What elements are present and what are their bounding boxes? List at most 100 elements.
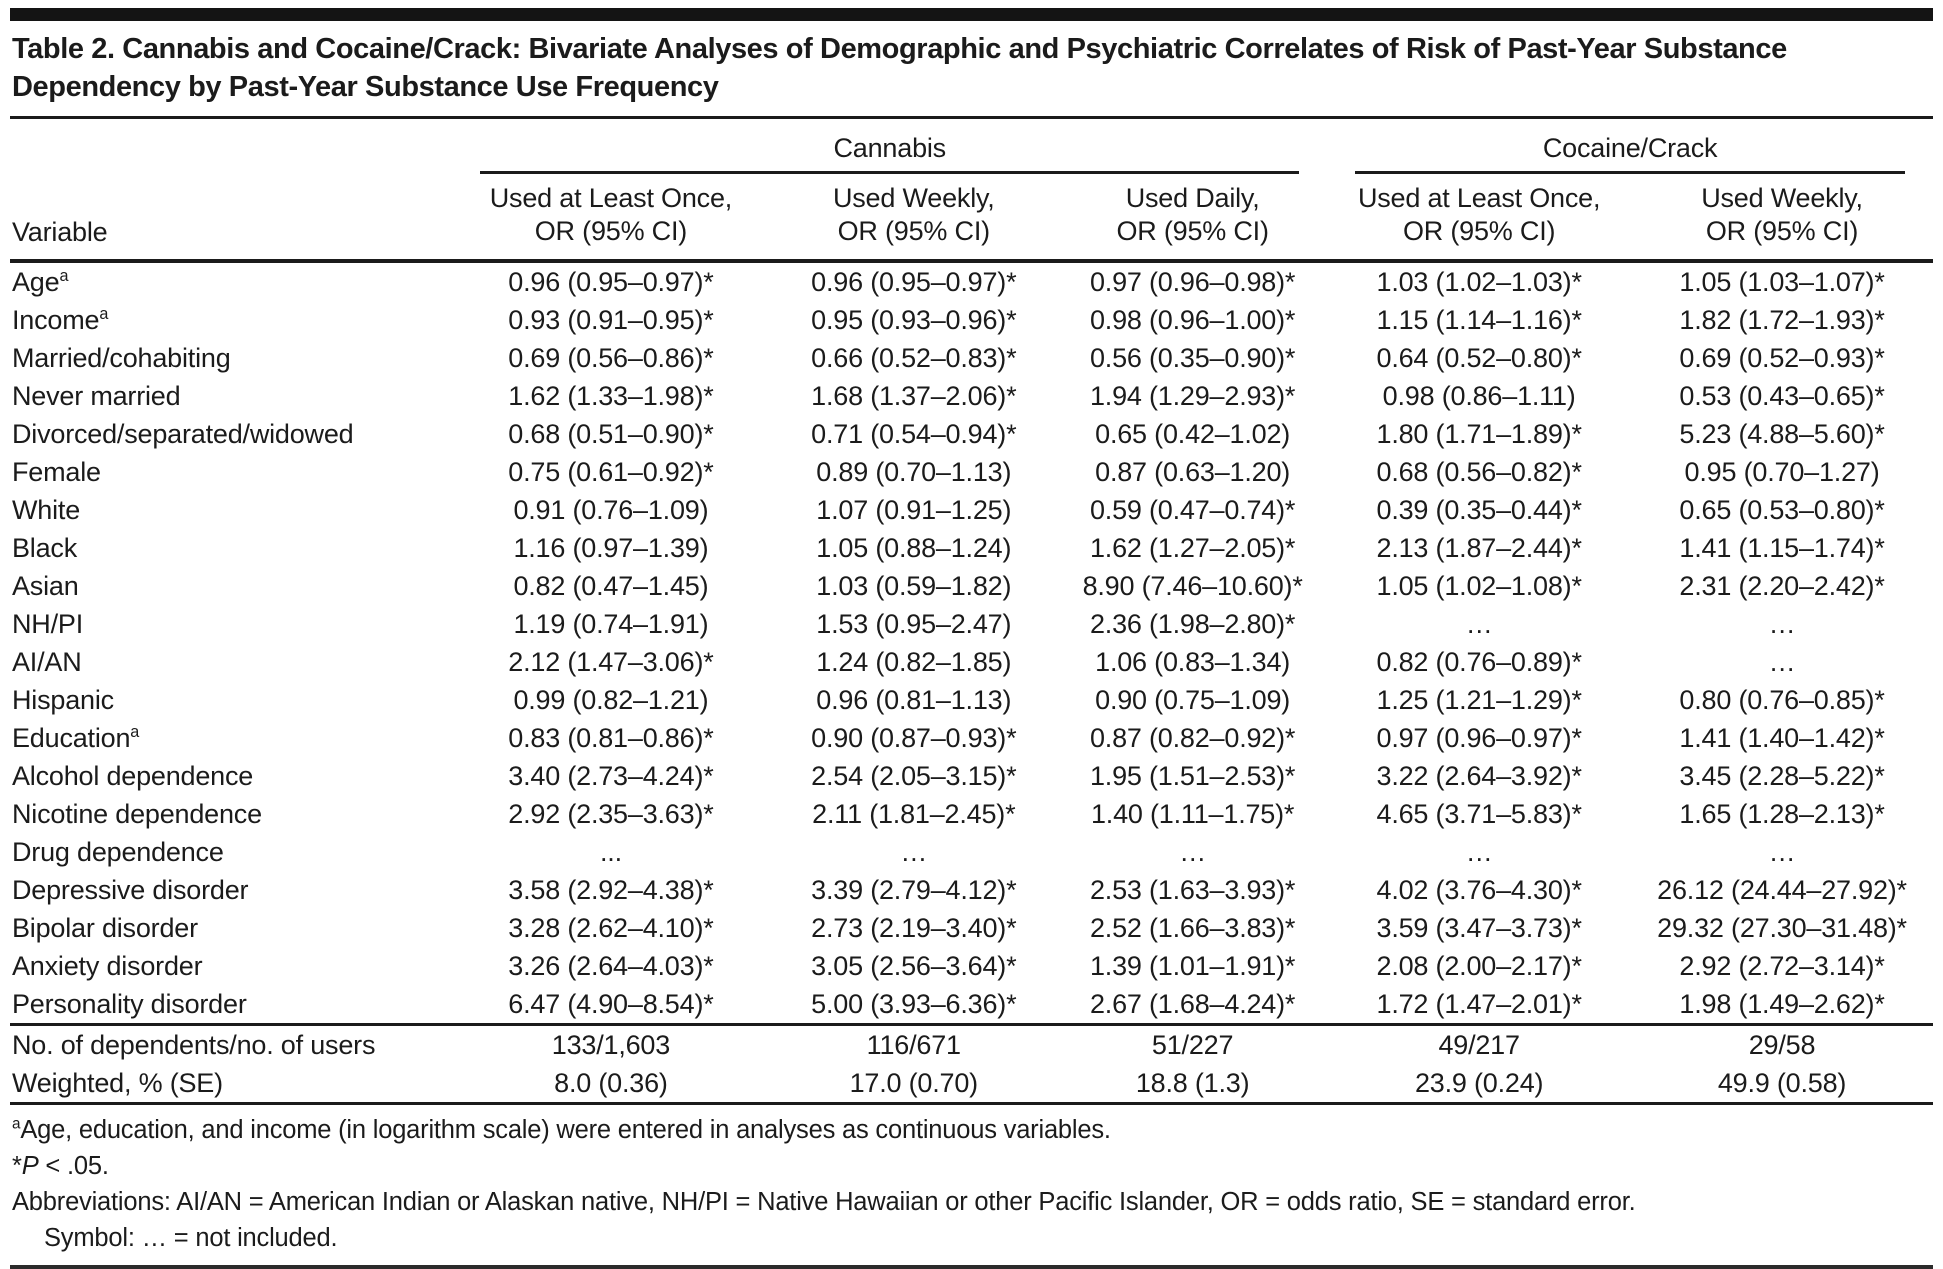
- footnote-p-asterisk: *: [12, 1152, 22, 1180]
- variable-label: Drug dependence: [12, 837, 224, 867]
- group-header-cannabis: Cannabis: [452, 119, 1327, 174]
- variable-label: Never married: [12, 381, 181, 411]
- value-cell: 2.53 (1.63–3.93)*: [1089, 875, 1296, 905]
- value-cell: 3.26 (2.64–4.03)*: [508, 951, 714, 981]
- value-cell: 0.96 (0.95–0.97)*: [508, 267, 714, 297]
- value-cell: 0.53 (0.43–0.65)*: [1679, 381, 1885, 411]
- value-cell: 29/58: [1631, 1023, 1933, 1064]
- value-cell: 3.59 (3.47–3.73)*: [1376, 913, 1582, 943]
- value-cell: 1.62 (1.33–1.98)*: [508, 381, 714, 411]
- value-cell: 5.23 (4.88–5.60)*: [1679, 419, 1885, 449]
- value-cell: 1.03 (0.59–1.82): [816, 571, 1012, 601]
- value-cell: 51/227: [1058, 1023, 1328, 1064]
- value-cell: 3.58 (2.92–4.38)*: [508, 875, 714, 905]
- table-row: Married/cohabiting 0.69 (0.56–0.86)* 0.66 …: [10, 339, 1933, 377]
- footnote-marker: a: [59, 267, 69, 285]
- value-cell: 0.66 (0.52–0.83)*: [811, 343, 1017, 373]
- value-cell: 1.41 (1.40–1.42)*: [1679, 723, 1885, 753]
- value-cell: 3.05 (2.56–3.64)*: [811, 951, 1017, 981]
- value-cell: …: [900, 837, 928, 867]
- value-cell: 1.82 (1.72–1.93)*: [1679, 305, 1885, 335]
- value-cell: 1.15 (1.14–1.16)*: [1376, 305, 1582, 335]
- value-cell: 1.03 (1.02–1.03)*: [1376, 267, 1582, 297]
- value-cell: 4.02 (3.76–4.30)*: [1376, 875, 1582, 905]
- value-cell: 0.96 (0.81–1.13): [816, 685, 1012, 715]
- column-header-row: Variable Used at Least Once, OR (95% CI)…: [10, 174, 1933, 263]
- table-title: Table 2. Cannabis and Cocaine/Crack: Biv…: [10, 21, 1933, 119]
- value-cell: 0.82 (0.47–1.45): [513, 571, 709, 601]
- table-row: Alcohol dependence 3.40 (2.73–4.24)* 2.54 …: [10, 757, 1933, 795]
- group-label: Cannabis: [480, 133, 1300, 174]
- column-header: Used Weekly, OR (95% CI): [769, 174, 1058, 263]
- variable-label: Bipolar disorder: [12, 913, 198, 943]
- footnote-marker: a: [130, 723, 140, 741]
- value-cell: 2.92 (2.35–3.63)*: [508, 799, 714, 829]
- value-cell: 2.11 (1.81–2.45)*: [812, 799, 1016, 829]
- footnote-p-symbol: P: [21, 1152, 39, 1180]
- value-cell: 0.83 (0.81–0.86)*: [508, 723, 714, 753]
- value-cell: 3.39 (2.79–4.12)*: [811, 875, 1017, 905]
- table-row: Anxiety disorder 3.26 (2.64–4.03)* 3.05 (2…: [10, 947, 1933, 985]
- value-cell: 1.25 (1.21–1.29)*: [1376, 685, 1582, 715]
- table-row: No. of dependents/no. of users 133/1,603 1…: [10, 1023, 1933, 1064]
- value-cell: 3.40 (2.73–4.24)*: [508, 761, 714, 791]
- value-cell: 49/217: [1327, 1023, 1632, 1064]
- value-cell: ...: [599, 837, 622, 867]
- group-label: Cocaine/Crack: [1355, 133, 1905, 174]
- data-table: Cannabis Cocaine/Crack Variable Used at …: [10, 119, 1933, 1105]
- value-cell: 1.05 (1.03–1.07)*: [1679, 267, 1885, 297]
- table-row: White 0.91 (0.76–1.09) 1.07 (0.91–1.25) 0.5…: [10, 491, 1933, 529]
- table-top-rule: [10, 8, 1933, 21]
- variable-label: Female: [12, 457, 101, 487]
- value-cell: 1.05 (0.88–1.24): [816, 533, 1012, 563]
- table-row: Hispanic 0.99 (0.82–1.21) 0.96 (0.81–1.13)…: [10, 681, 1933, 719]
- value-cell: 0.97 (0.96–0.97)*: [1376, 723, 1582, 753]
- value-cell: 23.9 (0.24): [1327, 1064, 1632, 1105]
- footnote-a-marker: a: [12, 1115, 21, 1133]
- table-body: Agea 0.96 (0.95–0.97)* 0.96 (0.95–0.97)* 0.…: [10, 261, 1933, 1025]
- value-cell: 8.0 (0.36): [452, 1064, 770, 1105]
- table-row: Black 1.16 (0.97–1.39) 1.05 (0.88–1.24) 1.6…: [10, 529, 1933, 567]
- value-cell: 49.9 (0.58): [1631, 1064, 1933, 1105]
- column-header-line1: Used Weekly,: [832, 183, 995, 213]
- variable-label: No. of dependents/no. of users: [10, 1023, 453, 1064]
- value-cell: 1.62 (1.27–2.05)*: [1089, 533, 1296, 563]
- value-cell: 1.41 (1.15–1.74)*: [1679, 533, 1885, 563]
- group-header-cocaine-crack: Cocaine/Crack: [1327, 119, 1933, 174]
- value-cell: 0.69 (0.56–0.86)*: [508, 343, 714, 373]
- value-cell: …: [1465, 609, 1493, 639]
- value-cell: 0.87 (0.82–0.92)*: [1089, 723, 1296, 753]
- value-cell: 26.12 (24.44–27.92)*: [1657, 875, 1907, 905]
- footnote-p-threshold: < .05.: [38, 1152, 109, 1180]
- variable-label: Incomea: [12, 305, 109, 335]
- value-cell: 133/1,603: [452, 1023, 770, 1064]
- value-cell: 1.24 (0.82–1.85): [816, 647, 1012, 677]
- table-row: Nicotine dependence 2.92 (2.35–3.63)* 2.11…: [10, 795, 1933, 833]
- variable-label: Anxiety disorder: [12, 951, 203, 981]
- value-cell: 0.90 (0.75–1.09): [1095, 685, 1291, 715]
- value-cell: 0.93 (0.91–0.95)*: [508, 305, 714, 335]
- value-cell: 0.65 (0.42–1.02): [1095, 419, 1291, 449]
- variable-label: Weighted, % (SE): [10, 1064, 453, 1105]
- value-cell: 1.72 (1.47–2.01)*: [1376, 989, 1582, 1019]
- value-cell: 3.28 (2.62–4.10)*: [508, 913, 714, 943]
- variable-label: NH/PI: [12, 609, 84, 639]
- column-header-line1: Used at Least Once,: [489, 183, 733, 213]
- column-header-line2: OR (95% CI): [1402, 216, 1556, 246]
- variable-label: Nicotine dependence: [12, 799, 262, 829]
- group-header-spacer: [10, 119, 452, 174]
- value-cell: 2.92 (2.72–3.14)*: [1679, 951, 1885, 981]
- table-row: Never married 1.62 (1.33–1.98)* 1.68 (1.37…: [10, 377, 1933, 415]
- value-cell: 0.68 (0.56–0.82)*: [1376, 457, 1582, 487]
- column-header: Used at Least Once, OR (95% CI): [452, 174, 770, 263]
- value-cell: 0.56 (0.35–0.90)*: [1089, 343, 1296, 373]
- table-row: Drug dependence...…………: [10, 833, 1933, 871]
- value-cell: 17.0 (0.70): [769, 1064, 1058, 1105]
- column-header-line2: OR (95% CI): [837, 216, 991, 246]
- footnote-symbol: Symbol: … = not included.: [44, 1224, 338, 1252]
- footnote-a-text: Age, education, and income (in logarithm…: [20, 1116, 1111, 1144]
- value-cell: 0.65 (0.53–0.80)*: [1679, 495, 1885, 525]
- value-cell: 1.80 (1.71–1.89)*: [1376, 419, 1582, 449]
- value-cell: 2.52 (1.66–3.83)*: [1089, 913, 1296, 943]
- value-cell: 116/671: [769, 1023, 1058, 1064]
